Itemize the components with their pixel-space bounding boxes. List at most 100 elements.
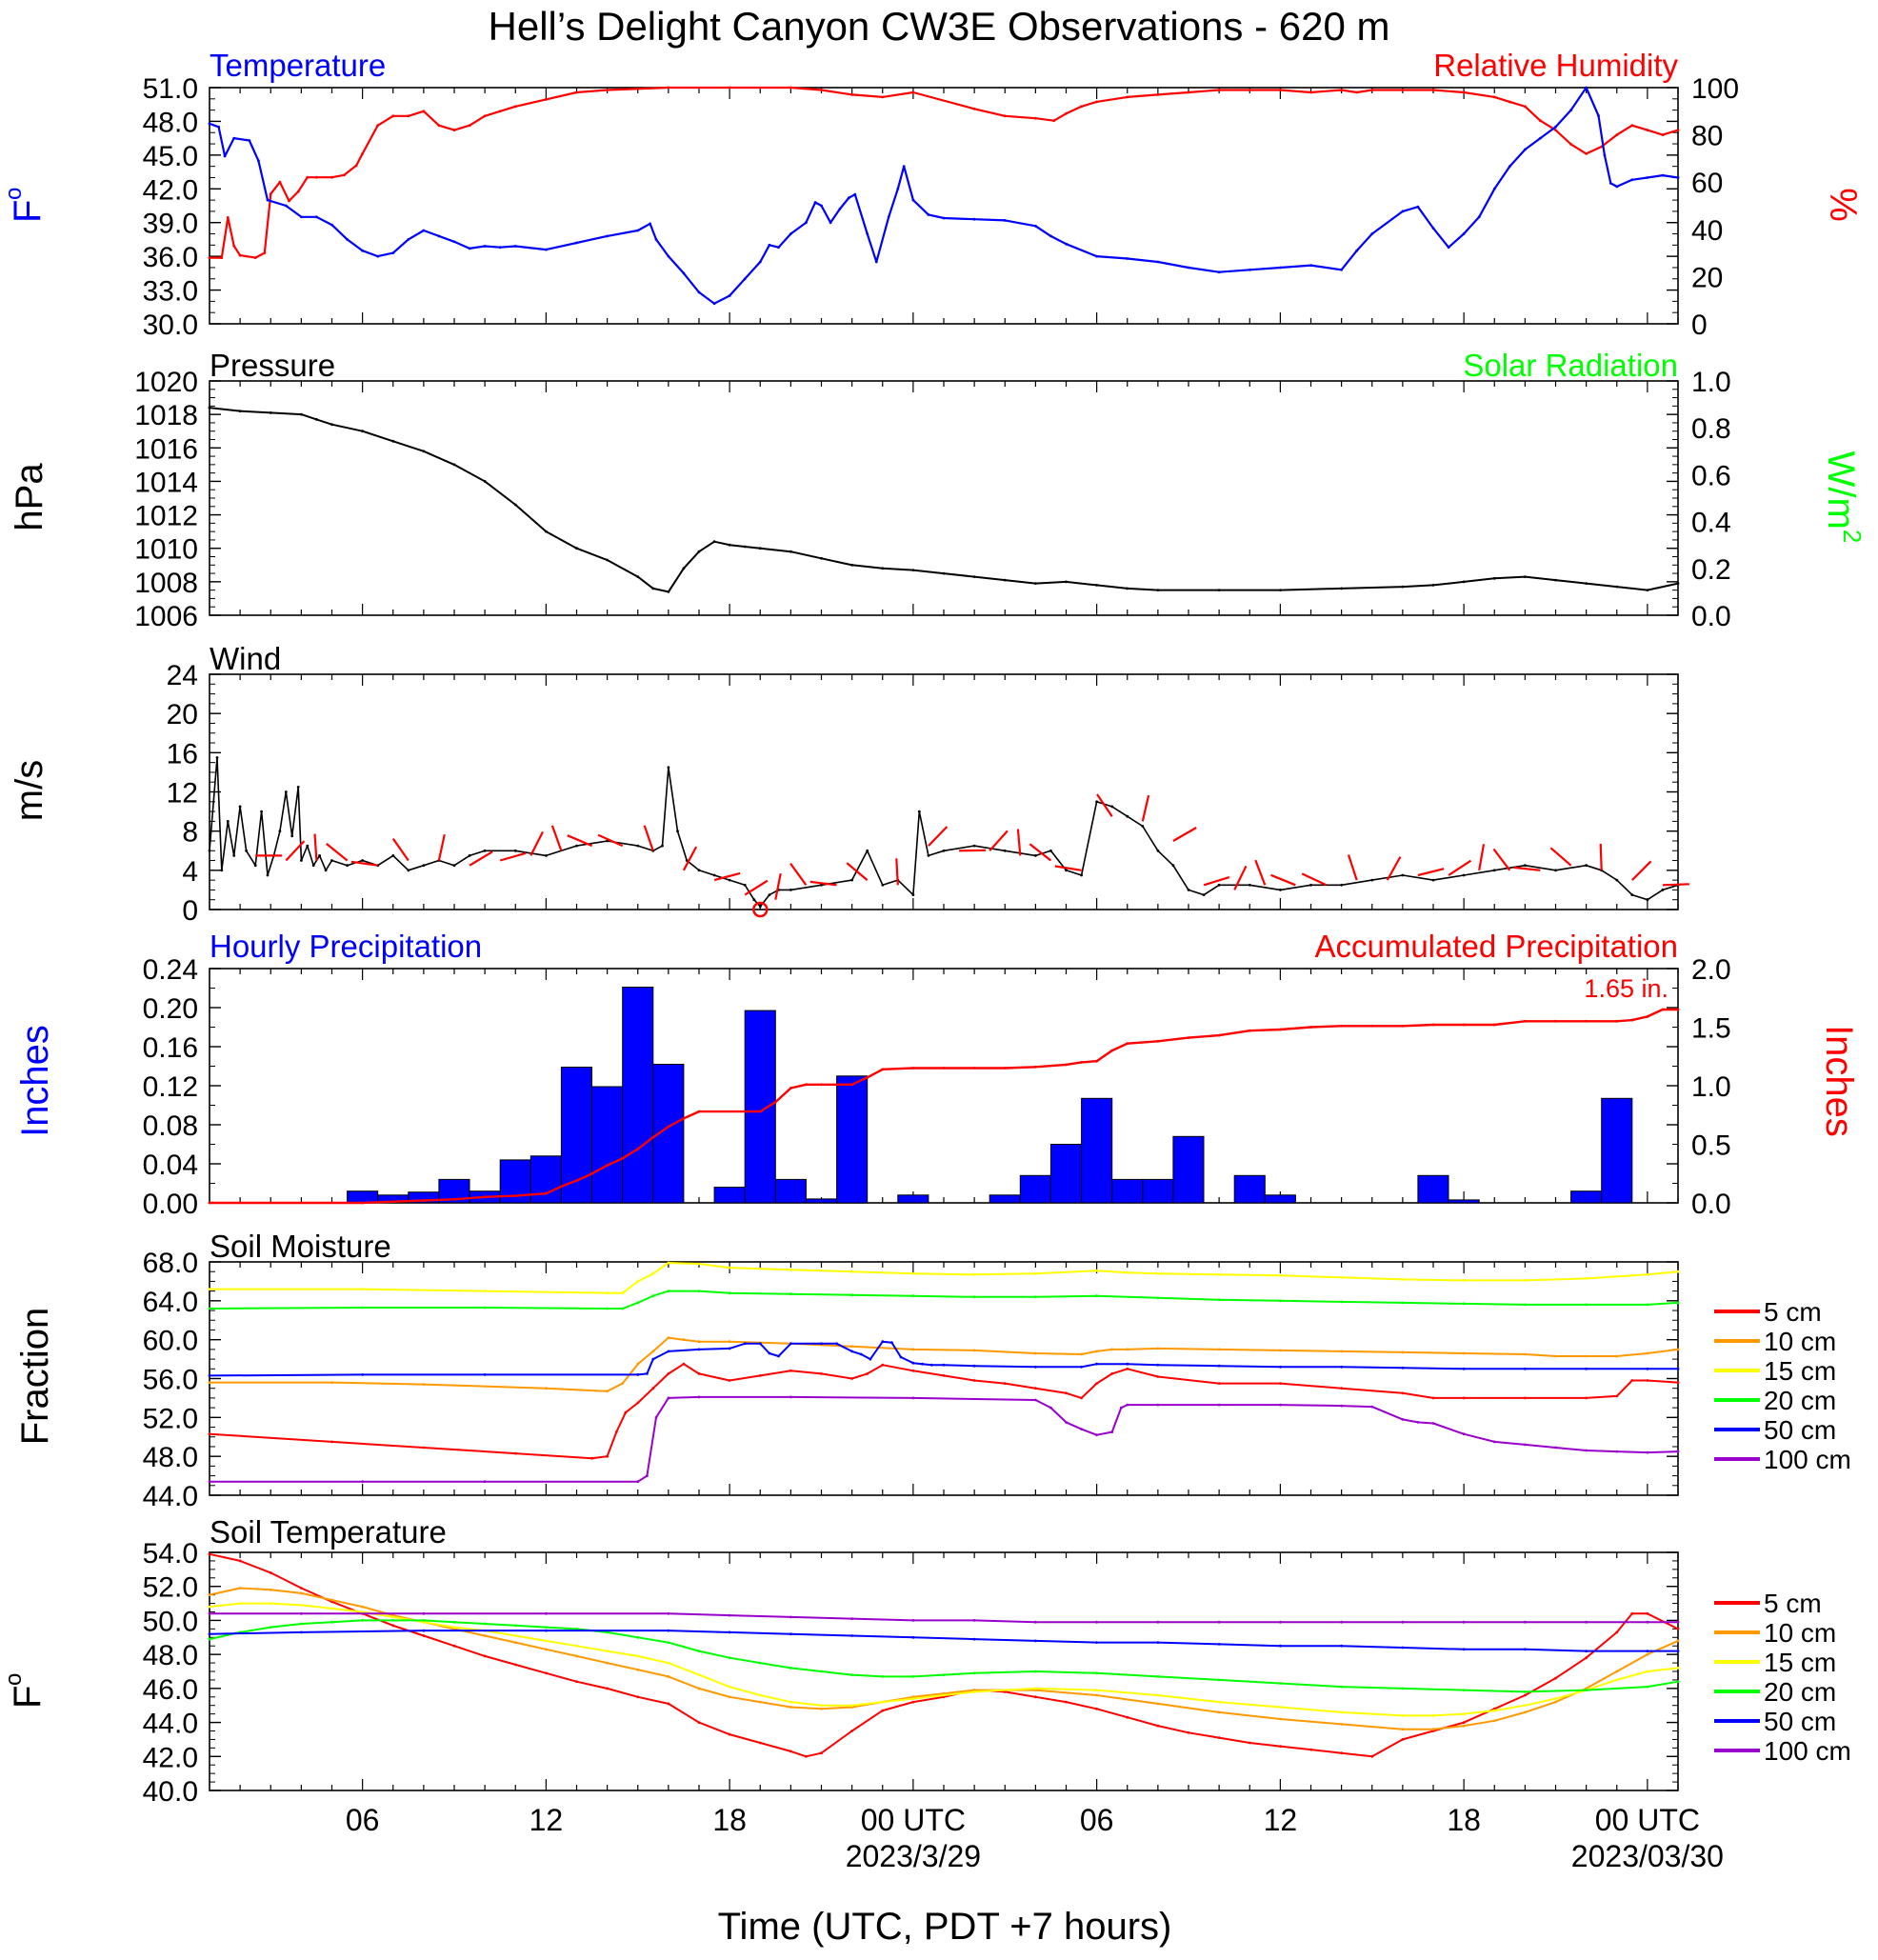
soil-temp-point xyxy=(1462,1712,1466,1715)
pressure-point xyxy=(1524,575,1527,578)
soil-moisture-point xyxy=(1401,1366,1405,1370)
hourly-precip-bar xyxy=(1233,1174,1266,1204)
temperature-point xyxy=(575,241,578,245)
temp-rh-plot: 30.033.036.039.042.045.048.051.0 0 20 40 60 8… xyxy=(143,73,1739,341)
wind-barb xyxy=(469,850,493,867)
accumulated-precip-point xyxy=(452,1197,456,1201)
soil-moisture-point xyxy=(1492,1440,1496,1444)
rh-point xyxy=(232,244,236,248)
wind-barb xyxy=(1631,860,1652,881)
rh-point xyxy=(1646,129,1649,132)
soil-moisture-point xyxy=(1676,1301,1680,1305)
pressure-unit: hPa xyxy=(9,463,50,531)
soil-moisture-point xyxy=(1279,1403,1282,1407)
accumulated-precip-point xyxy=(1217,1033,1221,1037)
wind-speed-point xyxy=(226,820,230,823)
wind-speed-point xyxy=(712,873,716,877)
accumulated-precip-point xyxy=(667,1125,670,1129)
soil-moisture-point xyxy=(1585,1367,1588,1370)
soil-moisture-panel: Soil Moisture 44.0 48.0 52.0 56.0 60.0 64.0 68… xyxy=(14,1229,1851,1512)
rh-point xyxy=(1126,95,1129,99)
pressure-point xyxy=(820,556,823,560)
rh-point xyxy=(1569,143,1572,146)
precip-y-tick-label: 0.00 xyxy=(143,1189,198,1220)
soil-temp-point xyxy=(330,1598,333,1602)
soil-moisture-point xyxy=(330,1440,333,1444)
temp-title: Temperature xyxy=(210,48,386,83)
hourly-precip-bar xyxy=(1601,1097,1633,1204)
soil-temp-line xyxy=(210,1612,1678,1624)
wind-barb xyxy=(499,851,527,862)
temperature-point xyxy=(805,221,808,225)
x-tick-label: 18 xyxy=(1447,1803,1481,1837)
soil-moisture-point xyxy=(1646,1272,1649,1276)
wind-title: Wind xyxy=(210,641,281,676)
soil-temp-point xyxy=(636,1635,640,1639)
pressure-point xyxy=(1279,589,1282,591)
soil-temp-point xyxy=(1676,1639,1680,1643)
wind-barb xyxy=(285,840,306,862)
soil-temp-point xyxy=(513,1641,517,1644)
wind-speed-point xyxy=(311,864,315,868)
temperature-point xyxy=(1003,219,1007,222)
accum-precip-unit: Inches xyxy=(1818,1025,1860,1137)
soil-moisture-y-tick-label: 44.0 xyxy=(143,1481,198,1512)
soil-temp-point xyxy=(422,1634,426,1637)
accumulated-precip-point xyxy=(1309,1026,1312,1029)
pressure-y-tick-label: 1010 xyxy=(134,534,198,566)
soil-moisture-point xyxy=(697,1372,701,1375)
soil-temp-point xyxy=(942,1673,946,1676)
temperature-point xyxy=(768,243,771,247)
soil-moisture-point xyxy=(606,1291,609,1295)
temp-y-tick-label: 36.0 xyxy=(143,242,198,273)
temp-y-tick-label: 42.0 xyxy=(143,174,198,206)
soil-moisture-point xyxy=(614,1430,618,1433)
wind-barb xyxy=(744,879,769,896)
hourly-precip-bar xyxy=(989,1194,1021,1204)
temperature-point xyxy=(1370,232,1374,235)
temperature-point xyxy=(468,247,471,250)
x-tick-label: 12 xyxy=(1264,1803,1298,1837)
wind-speed-point xyxy=(1080,873,1083,877)
soil-temp-point xyxy=(820,1704,823,1708)
soil-moisture-point xyxy=(624,1410,628,1414)
rh-point xyxy=(220,256,224,259)
soil-temp-point xyxy=(575,1654,578,1658)
pressure-point xyxy=(452,463,456,467)
wind-barb xyxy=(350,860,378,867)
temperature-point xyxy=(927,213,930,216)
temperature-point xyxy=(1065,242,1068,246)
pressure-point xyxy=(300,412,303,416)
soil-moisture-point xyxy=(208,1307,211,1310)
pressure-point xyxy=(1646,589,1649,591)
soil-moisture-point xyxy=(1630,1379,1634,1382)
soil-moisture-point xyxy=(1401,1391,1405,1395)
temperature-point xyxy=(1508,165,1511,169)
soil-temp-point xyxy=(1676,1650,1680,1652)
soil-temp-y-tick-label: 52.0 xyxy=(143,1572,198,1604)
temperature-point xyxy=(1126,257,1129,260)
soil-moisture-point xyxy=(1065,1391,1068,1395)
wind-speed-point xyxy=(422,864,426,868)
accumulated-precip-point xyxy=(606,1164,609,1167)
wind-barb xyxy=(1599,843,1603,870)
soil-temp-point xyxy=(1524,1693,1527,1697)
soil-temp-point xyxy=(1279,1745,1282,1748)
soil-temp-point xyxy=(1585,1650,1588,1652)
pressure-point xyxy=(1217,589,1221,591)
temperature-point xyxy=(813,201,817,204)
rh-point xyxy=(1340,89,1343,91)
pressure-point xyxy=(1585,582,1588,585)
rh-y2-tick-label: 100 xyxy=(1691,73,1739,105)
soil-temp-y-tick-label: 46.0 xyxy=(143,1674,198,1706)
soil-moisture-point xyxy=(1034,1365,1037,1369)
temperature-point xyxy=(1630,178,1634,182)
rh-point xyxy=(1661,133,1665,137)
soil-temp-point xyxy=(452,1620,456,1624)
soil-moisture-point xyxy=(1095,1294,1098,1298)
rh-point xyxy=(278,180,282,184)
wind-barb xyxy=(928,826,949,847)
pressure-point xyxy=(208,406,211,410)
soil-moisture-point xyxy=(1003,1382,1007,1385)
